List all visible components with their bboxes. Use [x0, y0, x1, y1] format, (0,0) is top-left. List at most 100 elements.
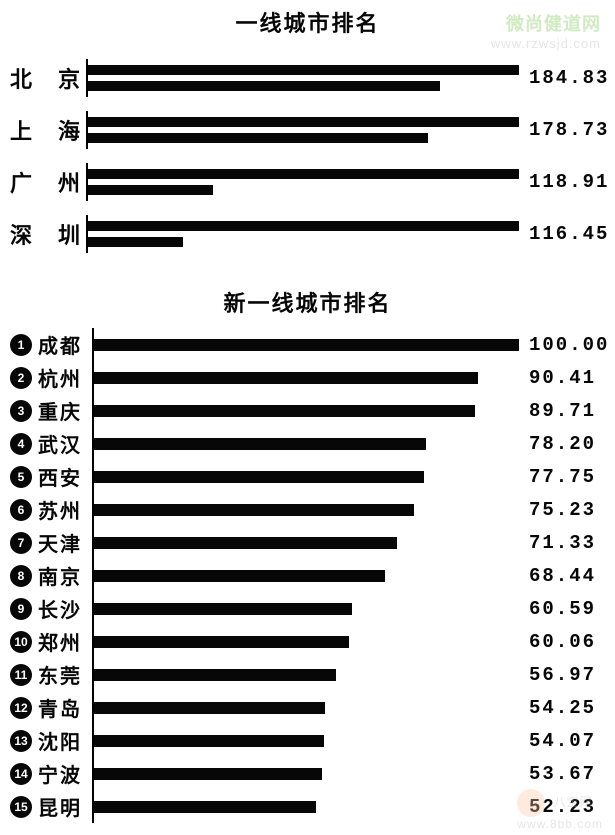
- rank-badge: 12: [10, 697, 32, 719]
- new-tier-bar: [94, 471, 424, 483]
- rank-badge: 6: [10, 499, 32, 521]
- new-tier-city-label: 昆明: [38, 792, 92, 821]
- new-tier-value: 89.71: [519, 400, 605, 422]
- new-tier-row: 15 昆明 52.23: [10, 790, 605, 823]
- tier1-row: 广州 118.91: [10, 156, 605, 208]
- new-tier-barwrap: [92, 427, 519, 460]
- rank-badge: 3: [10, 400, 32, 422]
- rank-badge: 9: [10, 598, 32, 620]
- new-tier-barwrap: [92, 526, 519, 559]
- new-tier-bar: [94, 405, 475, 417]
- new-tier-city-label: 宁波: [38, 759, 92, 788]
- new-tier-chart: 1成都100.002杭州90.413重庆89.714武汉78.205西安77.7…: [10, 328, 605, 823]
- new-tier-barwrap: [92, 691, 519, 724]
- new-tier-city-label: 武汉: [38, 429, 92, 458]
- new-tier-value: 53.67: [519, 763, 605, 785]
- rank-badge: 5: [10, 466, 32, 488]
- tier1-bar-top: [88, 221, 519, 231]
- rank-badge: 2: [10, 367, 32, 389]
- new-tier-city-label: 苏州: [38, 495, 92, 524]
- new-tier-bar: [94, 768, 322, 780]
- new-tier-city-label: 沈阳: [38, 726, 92, 755]
- new-tier-barwrap: [92, 361, 519, 394]
- new-tier-row: 7天津71.33: [10, 526, 605, 559]
- new-tier-bar: [94, 669, 336, 681]
- tier1-bars: [86, 163, 519, 201]
- new-tier-bar: [94, 801, 316, 813]
- tier1-title: 一线城市排名: [10, 6, 605, 38]
- new-tier-barwrap: [92, 493, 519, 526]
- rank-badge: 15: [10, 796, 32, 818]
- new-tier-row: 6苏州75.23: [10, 493, 605, 526]
- tier1-city-label: 北京: [10, 62, 86, 94]
- rank-badge: 1: [10, 334, 32, 356]
- new-tier-row: 5 西安 77.75: [10, 460, 605, 493]
- new-tier-row: 13 沈阳 54.07: [10, 724, 605, 757]
- new-tier-bar: [94, 636, 349, 648]
- tier1-bar-bottom: [88, 81, 440, 91]
- tier1-city-label: 广州: [10, 166, 86, 198]
- new-tier-city-label: 南京: [38, 561, 92, 590]
- new-tier-barwrap: [92, 460, 519, 493]
- new-tier-barwrap: [92, 724, 519, 757]
- rank-badge: 7: [10, 532, 32, 554]
- tier1-city-label: 深圳: [10, 218, 86, 250]
- new-tier-barwrap: [92, 592, 519, 625]
- new-tier-row: 10郑州60.06: [10, 625, 605, 658]
- new-tier-value: 60.59: [519, 598, 605, 620]
- new-tier-city-label: 成都: [38, 330, 92, 359]
- new-tier-row: 8南京68.44: [10, 559, 605, 592]
- new-tier-barwrap: [92, 757, 519, 790]
- new-tier-barwrap: [92, 658, 519, 691]
- new-tier-row: 1 成都 100.00: [10, 328, 605, 361]
- new-tier-bar: [94, 570, 385, 582]
- new-tier-bar: [94, 372, 478, 384]
- tier1-chart: 北京184.83上海178.73广州118.91深圳116.45: [10, 52, 605, 260]
- new-tier-value: 68.44: [519, 565, 605, 587]
- tier1-bar-bottom: [88, 185, 213, 195]
- new-tier-value: 56.97: [519, 664, 605, 686]
- tier1-bar-bottom: [88, 133, 428, 143]
- new-tier-bar: [94, 702, 325, 714]
- new-tier-value: 60.06: [519, 631, 605, 653]
- new-tier-city-label: 重庆: [38, 396, 92, 425]
- new-tier-title: 新一线城市排名: [10, 286, 605, 318]
- new-tier-barwrap: [92, 328, 519, 361]
- new-tier-city-label: 西安: [38, 462, 92, 491]
- new-tier-bar: [94, 537, 397, 549]
- tier1-bar-top: [88, 117, 519, 127]
- tier1-row: 深圳 116.45: [10, 208, 605, 260]
- new-tier-value: 90.41: [519, 367, 605, 389]
- new-tier-bar: [94, 339, 519, 351]
- new-tier-barwrap: [92, 625, 519, 658]
- tier1-bars: [86, 111, 519, 149]
- new-tier-bar: [94, 735, 324, 747]
- new-tier-row: 9 长沙 60.59: [10, 592, 605, 625]
- new-tier-bar: [94, 504, 414, 516]
- tier1-value: 116.45: [519, 223, 605, 245]
- new-tier-value: 52.23: [519, 796, 605, 818]
- tier1-bar-top: [88, 65, 519, 75]
- tier1-city-label: 上海: [10, 114, 86, 146]
- tier1-bars: [86, 59, 519, 97]
- new-tier-barwrap: [92, 790, 519, 823]
- new-tier-value: 54.07: [519, 730, 605, 752]
- new-tier-row: 12 青岛 54.25: [10, 691, 605, 724]
- new-tier-value: 100.00: [519, 334, 605, 356]
- new-tier-value: 77.75: [519, 466, 605, 488]
- new-tier-city-label: 东莞: [38, 660, 92, 689]
- rank-badge: 13: [10, 730, 32, 752]
- new-tier-value: 78.20: [519, 433, 605, 455]
- tier1-bar-bottom: [88, 237, 183, 247]
- new-tier-city-label: 青岛: [38, 693, 92, 722]
- rank-badge: 4: [10, 433, 32, 455]
- new-tier-city-label: 长沙: [38, 594, 92, 623]
- new-tier-value: 54.25: [519, 697, 605, 719]
- new-tier-row: 3 重庆 89.71: [10, 394, 605, 427]
- rank-badge: 14: [10, 763, 32, 785]
- new-tier-bar: [94, 603, 352, 615]
- new-tier-barwrap: [92, 559, 519, 592]
- new-tier-value: 71.33: [519, 532, 605, 554]
- tier1-value: 118.91: [519, 171, 605, 193]
- new-tier-city-label: 郑州: [38, 627, 92, 656]
